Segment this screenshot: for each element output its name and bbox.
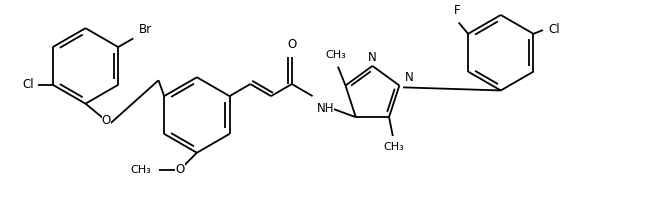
Text: F: F	[453, 4, 460, 17]
Text: O: O	[175, 163, 184, 176]
Text: N: N	[368, 51, 377, 64]
Text: Cl: Cl	[549, 23, 560, 36]
Text: N: N	[405, 71, 414, 84]
Text: NH: NH	[316, 102, 334, 115]
Text: CH₃: CH₃	[383, 142, 404, 152]
Text: Cl: Cl	[22, 78, 34, 91]
Text: Br: Br	[139, 23, 152, 36]
Text: CH₃: CH₃	[326, 50, 346, 60]
Text: CH₃: CH₃	[131, 165, 151, 175]
Text: O: O	[288, 38, 297, 51]
Text: O: O	[101, 114, 111, 127]
